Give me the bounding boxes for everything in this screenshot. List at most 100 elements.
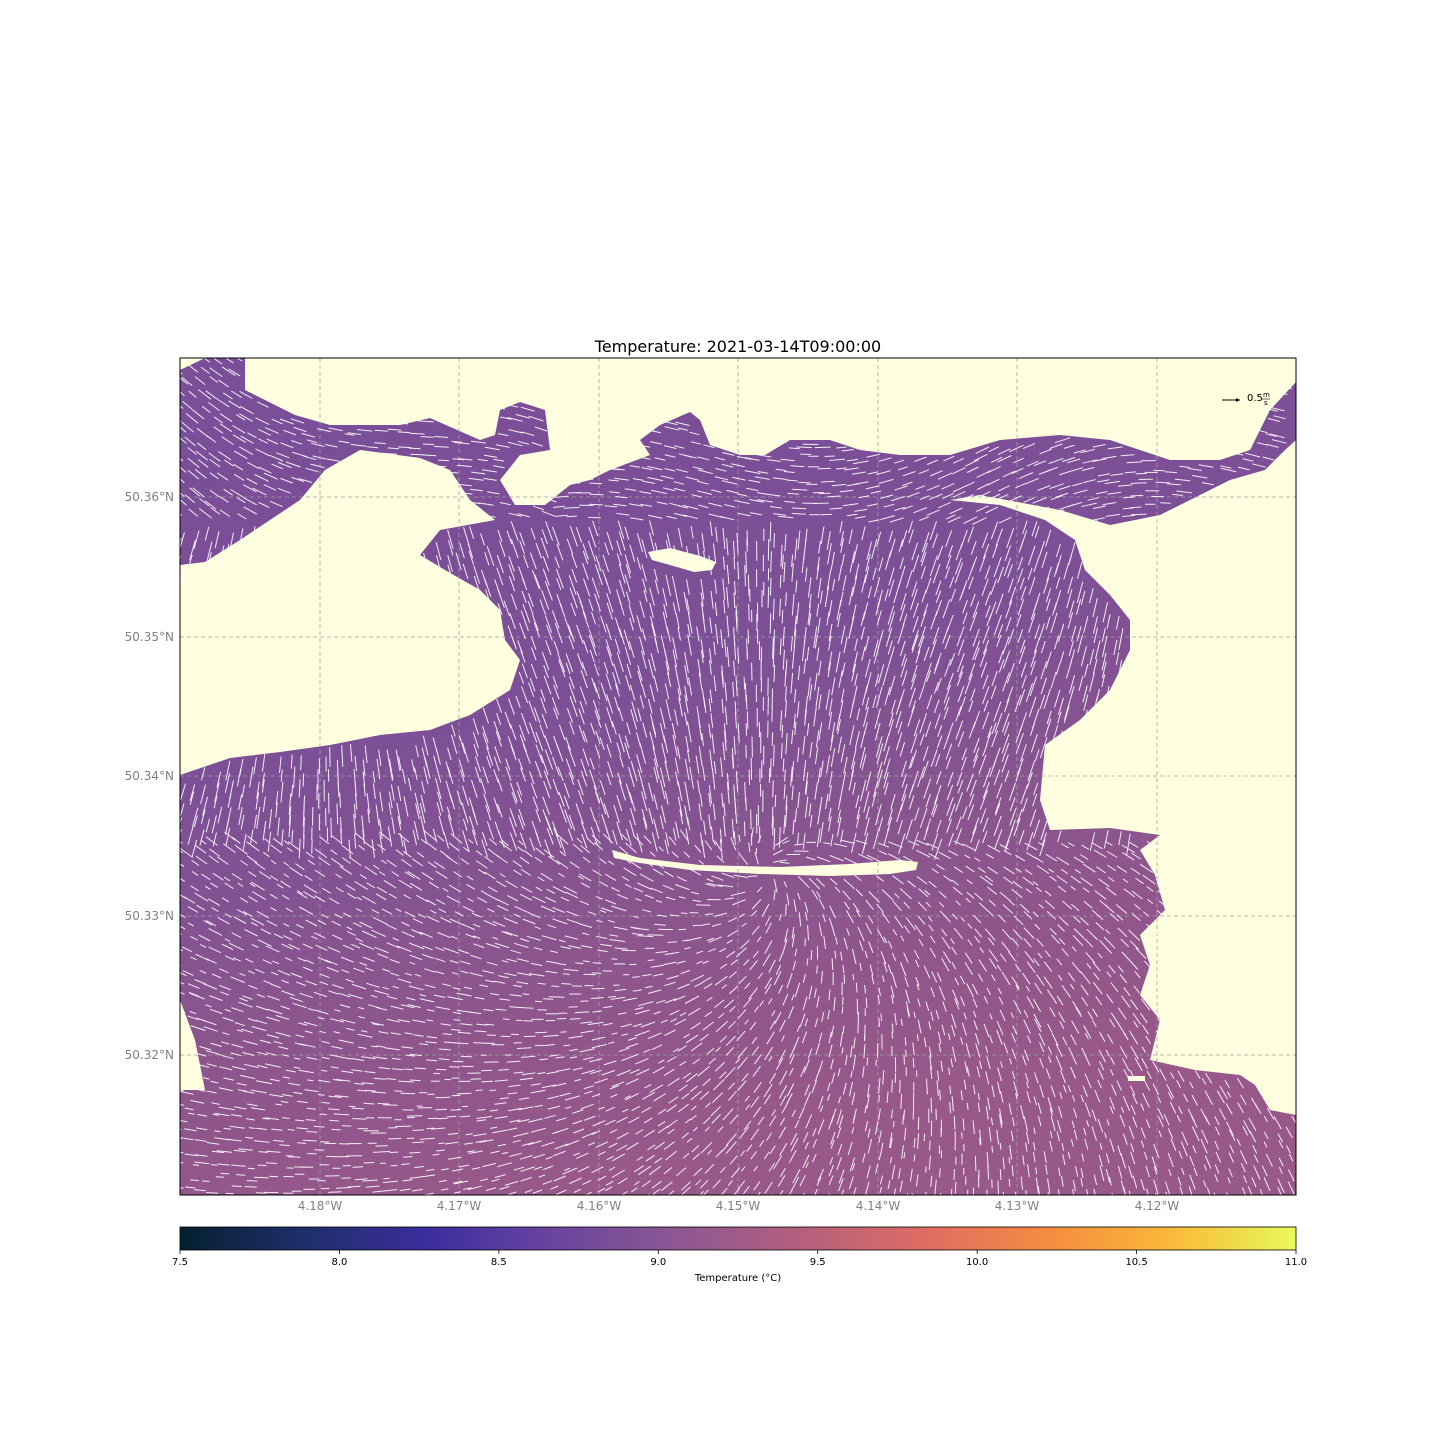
current-vector bbox=[874, 722, 881, 741]
current-vector bbox=[1007, 628, 1015, 645]
current-vector bbox=[412, 918, 424, 924]
current-vector bbox=[192, 487, 205, 498]
current-vector bbox=[603, 833, 614, 844]
current-vector bbox=[519, 1155, 533, 1160]
current-vector bbox=[417, 913, 426, 919]
current-vector bbox=[471, 829, 478, 846]
current-vector bbox=[545, 816, 554, 835]
current-vector bbox=[462, 846, 470, 853]
current-vector bbox=[797, 892, 801, 900]
current-vector bbox=[1160, 502, 1171, 504]
current-vector bbox=[928, 1021, 932, 1030]
current-vector bbox=[1022, 797, 1028, 813]
current-vector bbox=[214, 1130, 221, 1133]
current-vector bbox=[900, 962, 907, 977]
current-vector bbox=[1153, 1179, 1159, 1195]
current-vector bbox=[224, 819, 230, 835]
current-vector bbox=[654, 637, 659, 654]
current-vector bbox=[666, 1119, 678, 1129]
current-vector bbox=[371, 929, 386, 937]
current-vector bbox=[376, 886, 388, 894]
current-vector bbox=[505, 403, 519, 408]
current-vector bbox=[903, 1152, 906, 1159]
current-vector bbox=[963, 1079, 967, 1090]
current-vector bbox=[440, 1023, 451, 1026]
current-vector bbox=[291, 440, 303, 445]
current-vector bbox=[684, 685, 688, 702]
current-vector bbox=[1109, 1097, 1116, 1110]
current-vector bbox=[517, 1119, 530, 1123]
current-vector bbox=[214, 1112, 230, 1117]
current-vector bbox=[926, 484, 940, 492]
current-vector bbox=[986, 1056, 991, 1070]
current-vector bbox=[632, 989, 642, 992]
current-vector bbox=[371, 1045, 378, 1048]
current-vector bbox=[1214, 1140, 1220, 1150]
current-vector bbox=[216, 771, 222, 788]
current-vector bbox=[412, 829, 417, 846]
current-vector bbox=[818, 660, 822, 676]
current-vector bbox=[1198, 464, 1214, 468]
current-vector bbox=[916, 839, 929, 846]
current-vector bbox=[928, 924, 934, 932]
current-vector bbox=[891, 952, 897, 961]
current-vector bbox=[287, 841, 301, 852]
current-vector bbox=[383, 1177, 390, 1180]
current-vector bbox=[628, 503, 643, 507]
current-vector bbox=[545, 1156, 553, 1160]
current-vector bbox=[721, 984, 728, 989]
current-vector bbox=[1214, 1116, 1220, 1126]
current-vector bbox=[1068, 1046, 1074, 1058]
current-vector bbox=[632, 976, 640, 978]
current-vector bbox=[892, 1121, 895, 1128]
current-vector bbox=[204, 885, 211, 890]
current-vector bbox=[1005, 616, 1012, 632]
current-vector bbox=[965, 459, 980, 467]
current-vector bbox=[611, 905, 627, 912]
current-vector bbox=[781, 1102, 789, 1114]
current-vector bbox=[1039, 448, 1052, 455]
current-vector bbox=[1015, 725, 1023, 744]
current-vector bbox=[891, 1165, 896, 1180]
current-vector bbox=[1084, 1032, 1089, 1040]
current-vector bbox=[580, 670, 588, 689]
current-vector bbox=[340, 1019, 356, 1024]
current-vector bbox=[955, 816, 962, 830]
current-vector bbox=[1052, 602, 1057, 616]
current-vector bbox=[787, 1005, 795, 1019]
current-vector bbox=[794, 843, 803, 846]
current-vector bbox=[506, 530, 513, 545]
current-vector bbox=[397, 816, 402, 831]
current-vector bbox=[218, 399, 230, 408]
current-vector bbox=[779, 1117, 786, 1126]
current-vector bbox=[826, 569, 832, 591]
current-vector bbox=[398, 756, 402, 771]
current-vector bbox=[321, 1040, 331, 1044]
current-vector bbox=[238, 446, 254, 456]
current-vector bbox=[902, 1114, 905, 1125]
current-vector bbox=[360, 1030, 368, 1033]
current-vector bbox=[1003, 722, 1010, 736]
current-vector bbox=[1062, 1154, 1066, 1166]
current-vector bbox=[708, 785, 713, 804]
current-vector bbox=[572, 1109, 584, 1114]
current-vector bbox=[579, 900, 590, 906]
current-vector bbox=[538, 1174, 546, 1178]
current-vector bbox=[691, 494, 703, 498]
current-vector bbox=[1140, 1012, 1148, 1024]
current-vector bbox=[1057, 885, 1067, 893]
current-vector bbox=[1227, 1177, 1231, 1184]
current-vector bbox=[973, 914, 982, 924]
current-vector bbox=[865, 553, 871, 572]
current-vector bbox=[1049, 1130, 1053, 1139]
current-vector bbox=[911, 542, 919, 561]
current-vector bbox=[1177, 1176, 1182, 1186]
current-vector bbox=[641, 684, 647, 698]
current-vector bbox=[849, 725, 855, 746]
current-vector bbox=[1042, 832, 1047, 845]
current-vector bbox=[1111, 1084, 1117, 1096]
current-vector bbox=[878, 842, 890, 848]
current-vector bbox=[618, 780, 626, 801]
current-vector bbox=[314, 869, 326, 878]
current-vector bbox=[446, 806, 452, 821]
